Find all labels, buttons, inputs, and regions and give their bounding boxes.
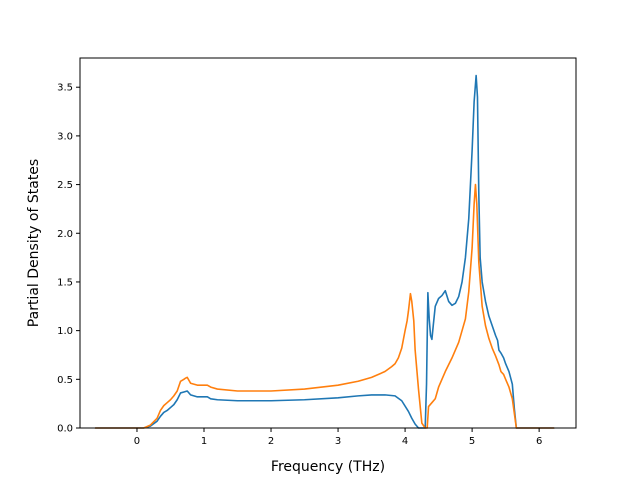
- plot-frame: [79, 57, 577, 429]
- y-tick-label: 2.5: [57, 180, 73, 191]
- x-tick-label: 3: [335, 436, 341, 447]
- series-layer: [94, 74, 555, 429]
- y-tick-label: 1.5: [57, 277, 73, 288]
- y-tick-label: 2.0: [57, 229, 73, 240]
- x-axis-label: Frequency (THz): [271, 459, 385, 475]
- series-line-1: [94, 74, 555, 429]
- y-axis-label: Partial Density of States: [26, 159, 42, 327]
- x-tick-label: 2: [268, 436, 274, 447]
- series-line-2: [94, 183, 555, 429]
- y-tick-label: 0.5: [57, 375, 73, 386]
- tick-layer: 0 1 2 3 4 5 6 0.0 0.5 1.0 1.5 2.0 2.5 3.0 3.5: [57, 83, 542, 447]
- x-tick-label: 6: [536, 436, 542, 447]
- y-tick-label: 0.0: [57, 424, 73, 435]
- x-tick-label: 4: [402, 436, 408, 447]
- y-tick-label: 3.5: [57, 83, 73, 94]
- x-tick-label: 5: [469, 436, 475, 447]
- y-tick-label: 3.0: [57, 131, 73, 142]
- y-tick-label: 1.0: [57, 326, 73, 337]
- x-tick-label: 0: [134, 436, 140, 447]
- x-tick-label: 1: [201, 436, 207, 447]
